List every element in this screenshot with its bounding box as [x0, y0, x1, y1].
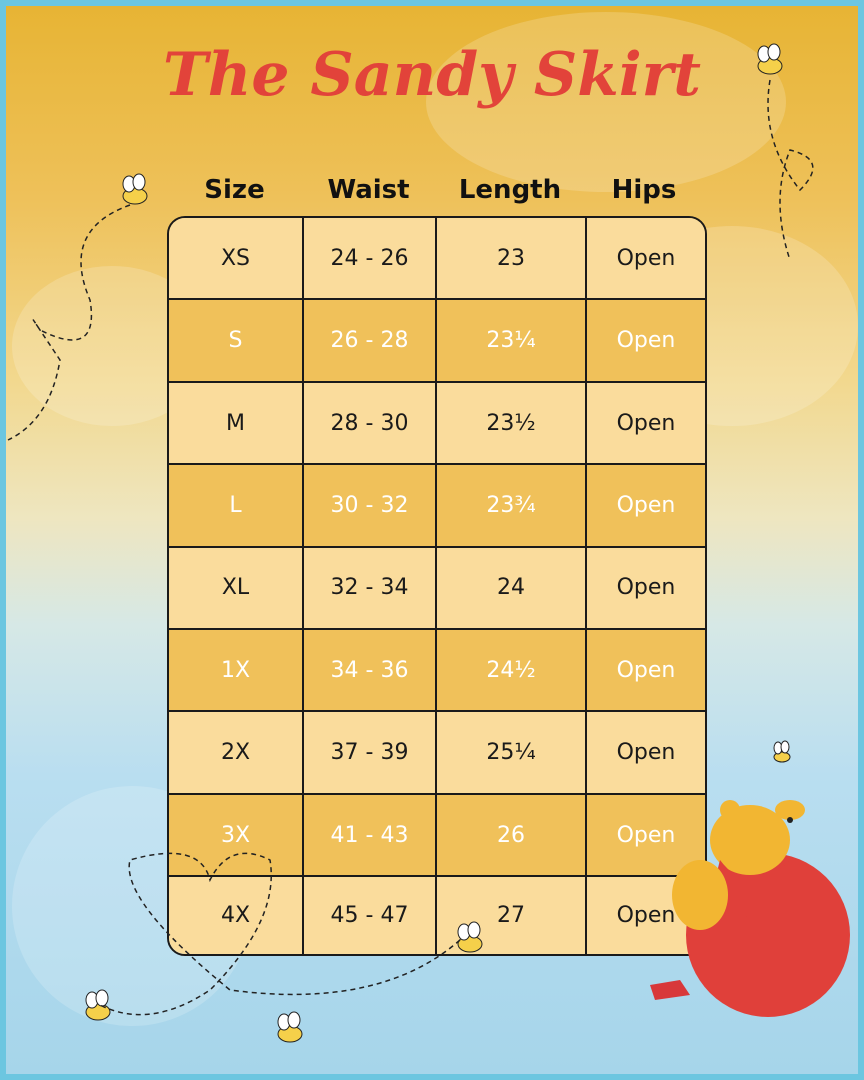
- cell-size: 2X: [169, 712, 304, 795]
- cell-waist: 30 - 32: [304, 465, 437, 548]
- table-row: XL 32 - 34 24 Open: [169, 547, 705, 631]
- page-title: The Sandy Skirt: [163, 40, 701, 110]
- cell-length: 24½: [437, 630, 587, 713]
- cell-waist: 45 - 47: [304, 877, 437, 954]
- cell-size: 1X: [169, 630, 304, 713]
- cell-hips: Open: [587, 630, 705, 713]
- bee-icon: [122, 173, 148, 205]
- cell-length: 26: [437, 794, 587, 878]
- winnie-the-pooh-illustration: [650, 800, 850, 1017]
- cell-size: XL: [169, 547, 304, 631]
- cell-size: XS: [169, 218, 304, 301]
- cloud: [426, 12, 786, 192]
- table-row: 3X 41 - 43 26 Open: [169, 794, 705, 878]
- cell-length: 23: [437, 218, 587, 301]
- cell-hips: Open: [587, 465, 705, 548]
- table-row: L 30 - 32 23¾ Open: [169, 465, 705, 548]
- bee-icon: [457, 921, 483, 953]
- cell-hips: Open: [587, 300, 705, 383]
- cell-hips: Open: [587, 382, 705, 466]
- cell-length: 23¼: [437, 300, 587, 383]
- cell-hips: Open: [587, 218, 705, 301]
- cell-waist: 41 - 43: [304, 794, 437, 878]
- cell-waist: 24 - 26: [304, 218, 437, 301]
- cell-waist: 32 - 34: [304, 547, 437, 631]
- table-row: 1X 34 - 36 24½ Open: [169, 630, 705, 713]
- cell-size: 4X: [169, 877, 304, 954]
- cell-size: 3X: [169, 794, 304, 878]
- cell-waist: 28 - 30: [304, 382, 437, 466]
- bee-icon: [773, 740, 791, 763]
- cell-size: S: [169, 300, 304, 383]
- cell-waist: 37 - 39: [304, 712, 437, 795]
- table-row: S 26 - 28 23¼ Open: [169, 300, 705, 383]
- cell-size: M: [169, 382, 304, 466]
- header-waist: Waist: [327, 175, 410, 205]
- cell-hips: Open: [587, 547, 705, 631]
- table-row: 2X 37 - 39 25¼ Open: [169, 712, 705, 795]
- cell-waist: 34 - 36: [304, 630, 437, 713]
- cell-waist: 26 - 28: [304, 300, 437, 383]
- header-size: Size: [204, 175, 265, 205]
- table-row: M 28 - 30 23½ Open: [169, 382, 705, 466]
- table-row: XS 24 - 26 23 Open: [169, 218, 705, 301]
- header-hips: Hips: [611, 175, 677, 205]
- cell-hips: Open: [587, 712, 705, 795]
- header-length: Length: [458, 175, 562, 205]
- cell-size: L: [169, 465, 304, 548]
- cell-length: 23½: [437, 382, 587, 466]
- bee-icon: [757, 43, 783, 75]
- cell-hips: Open: [587, 794, 705, 878]
- cell-length: 25¼: [437, 712, 587, 795]
- bee-icon: [277, 1011, 303, 1043]
- cell-length: 24: [437, 547, 587, 631]
- cell-length: 23¾: [437, 465, 587, 548]
- size-chart-table: XS 24 - 26 23 Open S 26 - 28 23¼ Open M 28 - 30 23…: [167, 216, 707, 956]
- table-row: 4X 45 - 47 27 Open: [169, 877, 705, 954]
